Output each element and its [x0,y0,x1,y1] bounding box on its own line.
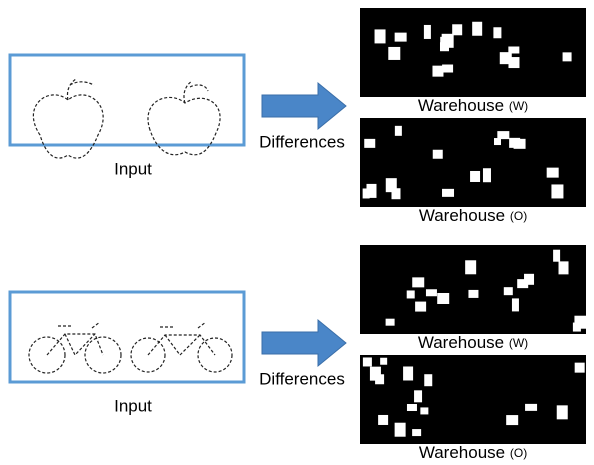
difference-pixel [386,319,395,326]
difference-pixel [378,415,388,425]
output-name: Warehouse [418,96,504,115]
output-label: Warehouse (W) [418,96,528,115]
difference-pixel [426,289,437,296]
difference-pixel [440,42,449,51]
difference-pixel [363,357,372,366]
arrow [262,83,346,129]
difference-pixel [388,47,400,60]
input-label: Input [114,396,152,415]
difference-pixel [553,250,560,262]
output-name: Warehouse [418,333,504,352]
difference-pixel [442,65,453,73]
difference-pixel [366,184,376,198]
difference-pixel [465,260,476,274]
difference-map [360,355,586,444]
difference-pixel [452,24,462,35]
difference-pixel [395,423,406,437]
difference-pixel [424,25,431,39]
difference-pixel [412,277,424,287]
difference-pixel [551,184,563,198]
difference-pixel [395,126,402,136]
difference-pixel [468,290,478,298]
difference-pixel [375,374,384,384]
output-name: Warehouse [419,206,505,225]
difference-pixel [509,138,520,148]
difference-pixel [432,66,443,77]
difference-pixel [497,131,509,139]
difference-pixel [512,298,519,311]
difference-pixel [407,290,415,298]
difference-pixel [472,22,482,36]
difference-pixel [506,415,518,425]
output-tag: (O) [510,446,527,460]
difference-pixel [391,188,400,199]
difference-pixel [420,407,428,414]
difference-pixel [563,52,572,61]
arrow-label: Differences [259,369,345,388]
difference-pixel [424,374,432,386]
difference-pixel [500,52,512,64]
output-label: Warehouse (O) [419,206,527,225]
difference-pixel [364,139,375,148]
output-tag: (W) [509,99,528,113]
output-tag: (O) [510,209,527,223]
difference-pixel [414,390,422,402]
difference-pixel [437,293,449,304]
output-name: Warehouse [419,443,505,462]
difference-pixel [380,358,387,365]
difference-pixel [504,287,513,295]
difference-pixel [547,168,559,178]
difference-pixel [442,189,454,197]
diagram: InputDifferencesWarehouse (W)Warehouse (… [0,0,594,465]
difference-pixel [525,404,537,411]
arrow-label: Differences [259,132,345,151]
difference-pixel [415,302,426,312]
difference-pixel [575,363,585,373]
input-label: Input [114,159,152,178]
difference-pixel [573,323,581,332]
difference-pixel [375,29,386,43]
difference-pixel [524,274,534,285]
difference-pixel [403,366,413,380]
difference-pixel [412,429,421,436]
output-tag: (W) [509,336,528,350]
output-label: Warehouse (O) [419,443,527,462]
difference-pixel [433,150,443,159]
output-label: Warehouse (W) [418,333,528,352]
difference-pixel [470,171,480,182]
arrow [262,320,346,366]
difference-pixel [493,27,501,38]
difference-pixel [559,261,569,274]
difference-pixel [407,404,417,411]
difference-pixel [395,33,407,42]
difference-pixel [494,138,501,145]
difference-pixel [483,168,491,182]
difference-pixel [557,405,568,419]
